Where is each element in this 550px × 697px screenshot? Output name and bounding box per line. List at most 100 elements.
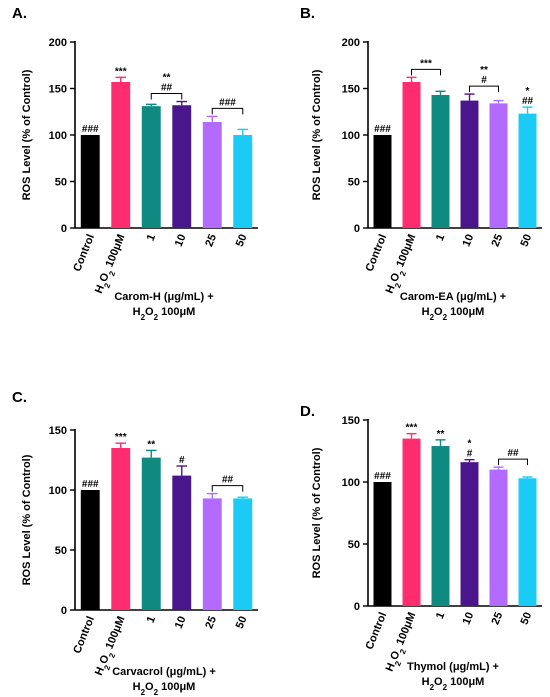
- panel-b-category-label: 50: [519, 233, 535, 249]
- panel-d-x-axis-title-line2: H2O2 100μM: [422, 676, 485, 692]
- panel-a-y-tick-label: 100: [49, 130, 67, 142]
- panel-b-y-tick-label: 50: [348, 177, 360, 189]
- panel-d-significance-label: #: [467, 449, 473, 460]
- panel-d-significance-bracket: [498, 458, 528, 466]
- panel-b-category-label: 25: [490, 233, 506, 249]
- panel-a-bracket-label: **: [163, 73, 171, 84]
- panel-b-category-label: H2O2 100μM: [384, 233, 422, 297]
- panel-c-y-axis-title: ROS Level (% of Control): [21, 454, 33, 585]
- panel-d-bar-3: [431, 446, 450, 606]
- panel-d-significance-label: ###: [374, 471, 391, 482]
- panel-c-bar-2: [111, 448, 131, 610]
- panel-d-bar-6: [518, 478, 537, 606]
- panel-a-category-label: 25: [203, 233, 219, 249]
- panel-a-y-axis-title: ROS Level (% of Control): [21, 69, 33, 200]
- panel-b-bar-2: [402, 81, 421, 229]
- panel-a-bracket-label: ###: [219, 97, 236, 108]
- panel-b-label: B.: [300, 5, 315, 22]
- panel-b: B.ROS Level (% of Control)050100150200##…: [300, 5, 542, 322]
- panel-a-y-tick-label: 50: [55, 177, 67, 189]
- panel-c-significance-label: **: [147, 439, 155, 450]
- panel-d-category-label: Control: [364, 611, 390, 652]
- panel-a-x-axis-title-line2: H2O2 100μM: [133, 306, 196, 322]
- panel-a-bar-5: [202, 121, 222, 228]
- panel-c-significance-bracket: [211, 485, 244, 492]
- panel-a-bracket-label: ##: [161, 83, 173, 94]
- panel-b-bar-3: [431, 95, 450, 228]
- panel-d-bar-5: [489, 469, 508, 606]
- panel-a-x-axis-title-line1: Carom-H (μg/mL) +: [114, 291, 213, 303]
- panel-b-significance-bracket: [469, 85, 499, 93]
- panel-d-category-label: 10: [461, 611, 477, 627]
- panel-a-significance-bracket: [150, 93, 183, 100]
- panel-a-y-tick-label: 150: [49, 84, 67, 96]
- panel-c-label: C.: [12, 389, 27, 406]
- panel-b-category-label: 10: [461, 233, 477, 249]
- panel-d-category-label: 1: [434, 611, 447, 621]
- panel-b-bar-1: [373, 135, 392, 228]
- panel-c: C.ROS Level (% of Control)050100150###Co…: [12, 389, 258, 697]
- panel-b-bracket-label: ***: [420, 58, 432, 69]
- panel-d-bar-1: [373, 482, 392, 606]
- panel-c-bracket-label: ##: [222, 475, 234, 486]
- panel-a-bar-4: [172, 105, 192, 228]
- panel-d-significance-label: ***: [406, 423, 418, 434]
- panel-a-label: A.: [12, 5, 27, 22]
- panel-b-y-axis-title: ROS Level (% of Control): [311, 69, 323, 200]
- panel-d-bar-2: [402, 438, 421, 606]
- panel-a-bar-2: [111, 81, 131, 229]
- panel-b-bracket-label: **: [480, 65, 488, 76]
- panel-b-significance-label: ##: [522, 96, 534, 107]
- panel-c-significance-label: ***: [115, 432, 127, 443]
- panel-b-y-tick-label: 0: [354, 223, 360, 235]
- panel-c-bar-3: [141, 457, 161, 610]
- panel-a-category-label: H2O2 100μM: [93, 233, 131, 297]
- panel-b-y-tick-label: 150: [342, 84, 360, 96]
- panel-a-y-tick-label: 200: [49, 37, 67, 49]
- panel-b-significance-bracket: [411, 68, 441, 76]
- panel-c-x-axis-title-line2: H2O2 100μM: [133, 681, 196, 697]
- panel-a-category-label: Control: [71, 233, 97, 274]
- panel-a-y-tick-label: 0: [61, 223, 67, 235]
- panel-c-bar-4: [172, 475, 192, 610]
- panel-d-bracket-label: ##: [507, 448, 519, 459]
- panel-c-significance-label: #: [179, 455, 185, 466]
- panel-d-y-tick-label: 0: [354, 601, 360, 613]
- panel-a-bar-3: [141, 106, 161, 228]
- panel-c-bar-5: [202, 498, 222, 610]
- panel-c-significance-label: ###: [82, 479, 99, 490]
- panel-a-significance-label: ###: [82, 124, 99, 135]
- panel-a: A.ROS Level (% of Control)050100150200##…: [12, 5, 258, 322]
- panel-d-y-tick-label: 150: [342, 415, 360, 427]
- panel-c-bar-1: [80, 490, 100, 610]
- panel-c-category-label: 25: [203, 615, 219, 631]
- panel-c-y-tick-label: 150: [49, 425, 67, 437]
- panel-c-category-label: 50: [234, 615, 250, 631]
- panel-a-bar-1: [80, 135, 100, 228]
- panel-b-category-label: Control: [364, 233, 390, 274]
- panel-d-category-label: 25: [490, 611, 506, 627]
- panel-b-significance-label: *: [526, 86, 530, 97]
- panel-d-category-label: 50: [519, 611, 535, 627]
- panel-d-significance-label: *: [468, 439, 472, 450]
- panel-a-category-label: 50: [234, 233, 250, 249]
- panel-a-bar-6: [233, 135, 253, 228]
- panel-d: D.ROS Level (% of Control)050100150###Co…: [300, 403, 542, 692]
- panel-d-y-tick-label: 50: [348, 539, 360, 551]
- panel-a-category-label: 10: [173, 233, 189, 249]
- panel-c-y-tick-label: 100: [49, 485, 67, 497]
- panel-b-x-axis-title-line2: H2O2 100μM: [422, 306, 485, 322]
- panel-a-significance-label: ***: [115, 66, 127, 77]
- panel-b-bar-6: [518, 113, 537, 228]
- panel-d-label: D.: [300, 403, 315, 420]
- panel-b-x-axis-title-line1: Carom-EA (μg/mL) +: [400, 291, 506, 303]
- panel-b-significance-label: ###: [374, 124, 391, 135]
- panel-d-significance-label: **: [437, 429, 445, 440]
- panel-c-category-label: Control: [71, 615, 97, 656]
- panel-d-bar-4: [460, 462, 479, 606]
- panel-b-bar-4: [460, 100, 479, 228]
- panel-b-bar-5: [489, 103, 508, 228]
- panel-c-category-label: 10: [173, 615, 189, 631]
- panel-a-category-label: 1: [145, 233, 158, 243]
